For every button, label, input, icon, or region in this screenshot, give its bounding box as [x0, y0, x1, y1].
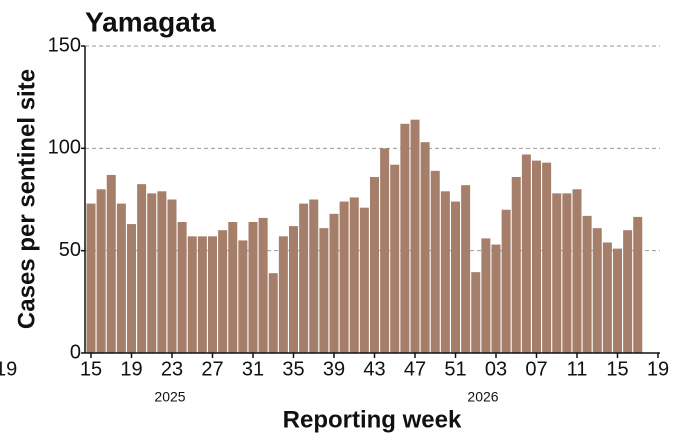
- bar: [633, 216, 643, 353]
- bar: [228, 222, 238, 353]
- bar: [299, 203, 309, 353]
- bar: [157, 191, 167, 353]
- x-tick-label: 35: [282, 358, 304, 380]
- x-tick-label: 43: [363, 358, 385, 380]
- bar: [440, 191, 450, 353]
- x-tick-label: 23: [161, 358, 183, 380]
- bar: [623, 230, 633, 353]
- chart-title: Yamagata: [85, 6, 216, 37]
- x-tick-label: 47: [404, 358, 426, 380]
- x-tick-label: 15: [80, 358, 102, 380]
- x-tick-label: 19: [647, 358, 669, 380]
- bar: [218, 230, 228, 353]
- bar: [552, 193, 562, 353]
- x-tick-label: 39: [323, 358, 345, 380]
- bar: [542, 162, 552, 353]
- bar: [137, 184, 147, 353]
- bar: [521, 154, 531, 353]
- bar: [461, 185, 471, 353]
- bar: [339, 201, 349, 353]
- bar: [329, 213, 339, 353]
- bar: [349, 197, 359, 353]
- bar: [602, 242, 612, 353]
- bar: [481, 238, 491, 353]
- x-tick-label: 11: [567, 358, 588, 380]
- bar: [167, 199, 177, 353]
- bar: [370, 176, 379, 353]
- bar: [96, 189, 106, 353]
- bar: [430, 170, 440, 353]
- bar: [248, 222, 258, 353]
- x-tick-label: 27: [201, 358, 223, 380]
- bar: [187, 236, 197, 353]
- x-tick-label: 31: [242, 358, 264, 380]
- x-tick-label: 19: [120, 358, 142, 380]
- bar: [582, 215, 592, 353]
- x-tick-label: 51: [444, 358, 466, 380]
- bar: [420, 142, 430, 353]
- bar: [127, 224, 136, 353]
- bar: [511, 176, 521, 353]
- x-tick-label: 03: [485, 358, 507, 380]
- bar: [309, 199, 319, 353]
- year-label: 2025: [154, 389, 185, 405]
- bar: [319, 228, 329, 353]
- y-tick-label: 100: [48, 137, 81, 159]
- y-tick-label: 50: [59, 239, 81, 261]
- bar: [116, 203, 126, 353]
- year-label: 2026: [467, 389, 498, 405]
- bar: [390, 164, 400, 353]
- bar: [268, 273, 278, 353]
- bar: [86, 203, 96, 353]
- bar: [562, 193, 572, 353]
- x-tick-label: 07: [525, 358, 547, 380]
- bar: [238, 240, 248, 353]
- bar: [471, 272, 481, 353]
- bar: [572, 189, 582, 353]
- bar: [491, 244, 501, 353]
- bar: [177, 222, 187, 353]
- edge-label: 19: [0, 358, 17, 380]
- bar: [501, 209, 511, 353]
- bar: [532, 160, 541, 353]
- bar: [410, 119, 420, 354]
- bar: [613, 248, 622, 353]
- bar: [359, 207, 369, 353]
- bar: [147, 193, 157, 353]
- bar: [289, 226, 298, 353]
- y-tick-label: 150: [48, 34, 81, 56]
- bar: [592, 228, 602, 353]
- bar: [278, 236, 288, 353]
- bar: [258, 217, 268, 353]
- bar: [451, 201, 460, 353]
- bar: [197, 236, 207, 353]
- bar: [380, 148, 390, 353]
- bar: [106, 174, 116, 353]
- bar: [208, 236, 217, 353]
- x-tick-label: 15: [606, 358, 628, 380]
- bar: [400, 123, 410, 353]
- y-tick-label: 0: [70, 341, 81, 363]
- x-axis-title: Reporting week: [283, 406, 462, 433]
- y-axis-title: Cases per sentinel site: [13, 69, 40, 329]
